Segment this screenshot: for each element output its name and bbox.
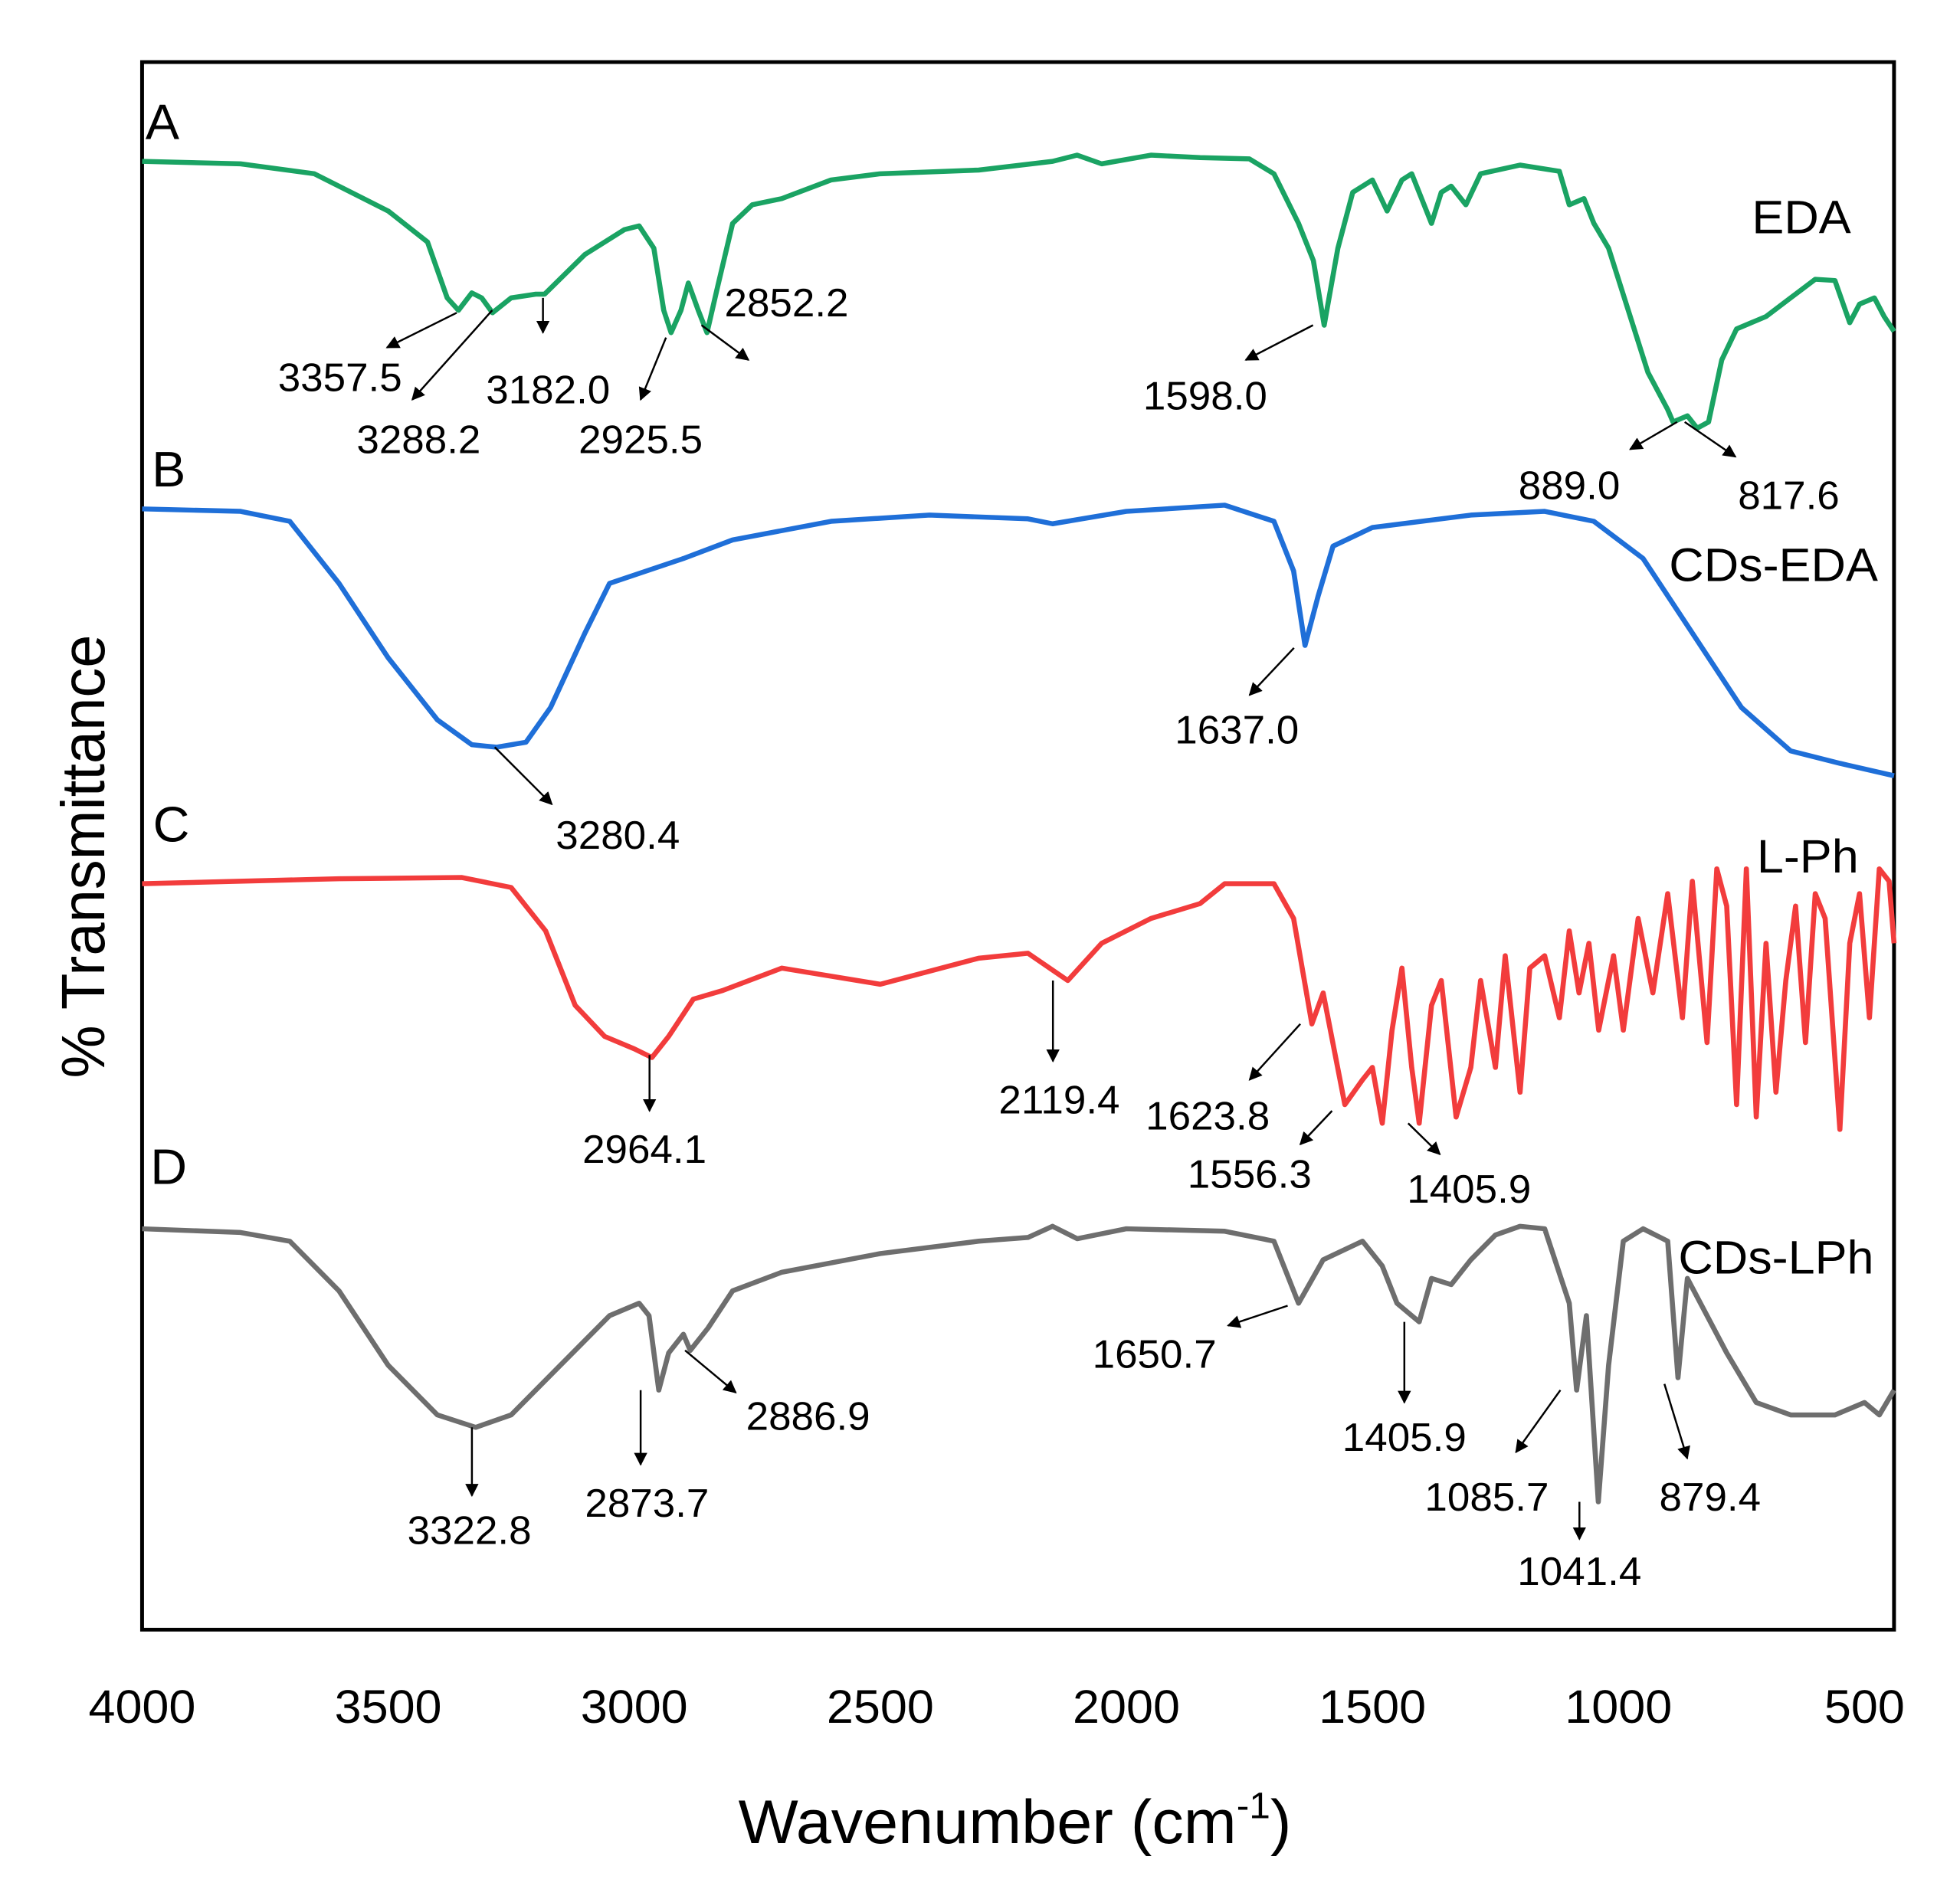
annotation-arrow [1248,647,1295,696]
x-axis-title-main: Wavenumber (cm [739,1788,1237,1857]
annotation-label: 1637.0 [1175,709,1299,752]
annotation-label: 1405.9 [1407,1168,1531,1212]
plot-frame [139,60,1896,1632]
annotation-label: 3357.5 [278,356,402,400]
annotation-label: 1085.7 [1424,1475,1549,1519]
y-axis-title: % Transmittance [49,634,117,1078]
x-axis-title-end: ) [1270,1788,1292,1857]
x-tick-label: 4000 [88,1681,195,1734]
annotation-label: 1598.0 [1143,375,1267,418]
annotation-label: 1650.7 [1093,1333,1217,1377]
annotation-arrow [1244,324,1314,361]
annotation-arrow [493,746,553,806]
annotation-label: 817.6 [1738,474,1840,518]
annotation-label: 3182.0 [486,368,610,412]
annotation-label: 2852.2 [725,282,849,326]
annotation-arrow [1407,1122,1441,1156]
spectrum-line [142,1223,1896,1504]
series-label: L-Ph [1757,831,1859,883]
annotation-arrow [638,337,667,401]
series-label: CDs-LPh [1678,1232,1873,1284]
panel-label: B [152,442,185,497]
annotation-label: 1623.8 [1146,1095,1270,1138]
annotation-label: 2119.4 [998,1079,1119,1122]
annotation-label: 1041.4 [1517,1550,1641,1594]
annotation-label: 2925.5 [578,418,703,462]
annotation-arrow [411,309,493,401]
annotation-label: 2964.1 [582,1128,706,1172]
annotation-label: 3322.8 [408,1509,532,1553]
spectrum-line [142,152,1896,431]
annotation-label: 1405.9 [1342,1416,1467,1460]
x-axis-title: Wavenumber (cm-1) [739,1786,1292,1857]
annotation-arrow [385,312,457,349]
annotation-arrow [1684,421,1737,458]
series-label: CDs-EDA [1669,539,1878,591]
annotation-arrow [1663,1383,1690,1460]
annotation-arrow [1629,421,1678,450]
annotation-label: 2886.9 [746,1395,870,1439]
annotation-arrow [684,1349,737,1394]
annotation-arrow [1248,1023,1301,1081]
panel-label: A [146,94,179,149]
x-tick-label: 1000 [1565,1681,1672,1734]
annotation-arrow [1515,1389,1562,1454]
annotation-label: 879.4 [1660,1475,1762,1519]
annotation-label: 2873.7 [585,1482,709,1525]
annotation-label: 1556.3 [1188,1153,1312,1197]
x-tick-label: 1500 [1319,1681,1426,1734]
x-tick-label: 2500 [827,1681,934,1734]
x-tick-label: 2000 [1073,1681,1180,1734]
panel-label: C [153,797,190,852]
x-tick-label: 3000 [581,1681,688,1734]
annotation-label: 3288.2 [356,418,480,462]
annotation-arrow [1299,1110,1333,1146]
annotation-label: 3280.4 [556,814,680,858]
annotation-arrow [1227,1305,1288,1328]
panel-label: D [150,1139,187,1194]
series-label: EDA [1752,192,1851,244]
x-tick-label: 500 [1824,1681,1905,1734]
x-axis-title-sup: -1 [1237,1786,1270,1826]
spectrum-line [142,866,1897,1132]
x-tick-label: 3500 [335,1681,442,1734]
annotation-arrow [700,324,750,361]
spectrum-line [142,503,1895,778]
annotation-label: 889.0 [1519,464,1621,508]
